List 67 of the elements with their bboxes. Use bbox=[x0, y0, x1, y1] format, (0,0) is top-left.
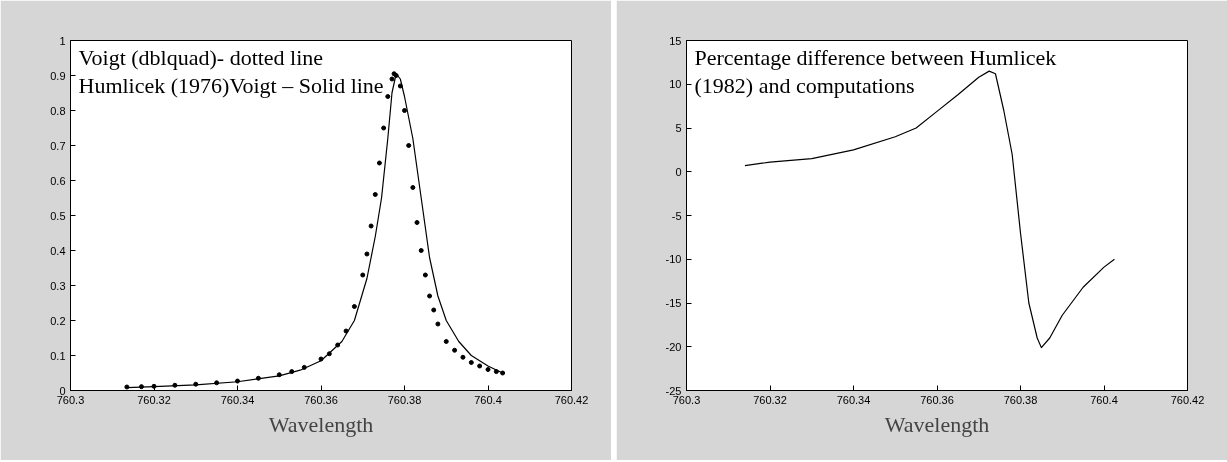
y-tick-label: 5 bbox=[675, 122, 682, 134]
x-tick-label: 760.38 bbox=[387, 393, 422, 406]
point bbox=[500, 370, 506, 376]
point bbox=[372, 192, 378, 197]
annotation: Percentage difference between Humlicek bbox=[694, 44, 1057, 70]
point bbox=[431, 307, 437, 313]
y-tick-label: -15 bbox=[665, 297, 682, 309]
y-tick-label: 0.7 bbox=[50, 139, 66, 152]
point bbox=[427, 293, 433, 299]
y-tick-label: 0.3 bbox=[50, 279, 66, 292]
point bbox=[368, 223, 374, 229]
y-tick-label: 0.2 bbox=[50, 314, 66, 327]
point bbox=[422, 272, 428, 278]
x-tick-label: 760.34 bbox=[836, 393, 871, 406]
y-tick-label: -20 bbox=[665, 340, 682, 353]
x-axis-title: Wavelength bbox=[884, 411, 990, 437]
x-tick-label: 760.36 bbox=[920, 393, 954, 406]
point bbox=[397, 83, 403, 89]
point bbox=[381, 125, 387, 131]
point bbox=[485, 367, 491, 372]
x-tick-label: 760.42 bbox=[554, 393, 589, 406]
y-tick-label: 0.5 bbox=[50, 209, 66, 222]
x-tick-label: 760.36 bbox=[304, 393, 338, 406]
y-tick-label: 0.4 bbox=[50, 244, 66, 257]
annotation: Humlicek (1976)Voigt – Solid line bbox=[78, 72, 384, 98]
point bbox=[343, 328, 349, 334]
point bbox=[360, 272, 366, 278]
y-tick-label: 0.1 bbox=[50, 349, 66, 362]
y-tick-label: 0.9 bbox=[50, 69, 66, 82]
x-tick-label: 760.4 bbox=[1090, 393, 1118, 406]
y-tick-label: 0.6 bbox=[50, 174, 66, 187]
annotation: (1982) and computations bbox=[694, 72, 915, 98]
x-axis-title: Wavelength bbox=[268, 411, 374, 437]
x-tick-label: 760.4 bbox=[474, 393, 502, 406]
y-tick-label: -5 bbox=[671, 209, 682, 222]
point bbox=[435, 321, 441, 327]
y-tick-label: 0.8 bbox=[50, 104, 66, 117]
y-tick-label: 15 bbox=[669, 34, 682, 47]
point bbox=[389, 76, 395, 82]
point bbox=[335, 342, 341, 348]
point bbox=[235, 378, 240, 384]
point bbox=[402, 108, 407, 113]
point bbox=[414, 220, 420, 225]
x-tick-label: 760.42 bbox=[1170, 393, 1205, 406]
point bbox=[460, 354, 466, 360]
y-tick-label: 0 bbox=[675, 165, 682, 178]
point bbox=[351, 304, 357, 309]
y-tick-label: 10 bbox=[669, 78, 682, 91]
annotation: Voigt (dblquad)- dotted line bbox=[78, 44, 324, 70]
point bbox=[406, 143, 412, 148]
point bbox=[418, 248, 424, 253]
point bbox=[214, 380, 220, 386]
x-tick-label: 760.34 bbox=[220, 393, 255, 406]
x-tick-label: 760.32 bbox=[753, 393, 787, 406]
point bbox=[443, 339, 449, 344]
point bbox=[376, 160, 382, 166]
x-tick-label: 760.38 bbox=[1003, 393, 1038, 406]
point bbox=[124, 384, 130, 390]
y-tick-label: 1 bbox=[59, 34, 66, 47]
point bbox=[468, 360, 474, 365]
point bbox=[410, 185, 416, 190]
y-tick-label: -10 bbox=[665, 253, 682, 266]
point bbox=[452, 347, 458, 353]
point bbox=[477, 363, 483, 369]
point bbox=[364, 251, 370, 257]
x-tick-label: 760.32 bbox=[137, 393, 171, 406]
point bbox=[385, 94, 391, 99]
